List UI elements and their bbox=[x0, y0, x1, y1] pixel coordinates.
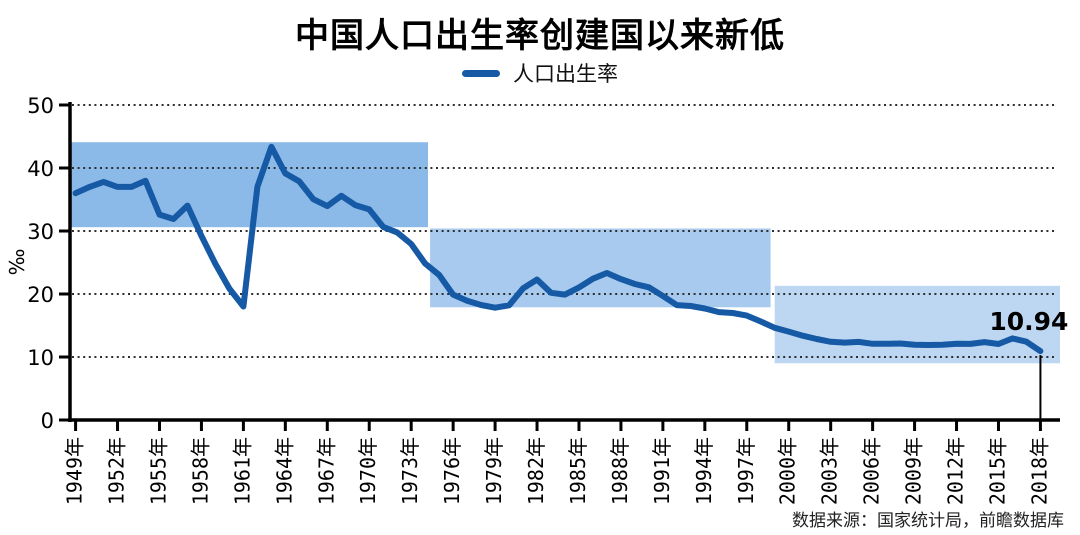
x-tick-label: 1988年 bbox=[608, 437, 632, 505]
legend: 人口出生率 bbox=[0, 58, 1080, 88]
x-tick-label: 2009年 bbox=[902, 437, 926, 505]
chart-title: 中国人口出生率创建国以来新低 bbox=[295, 17, 785, 55]
x-tick-label: 1982年 bbox=[524, 437, 548, 505]
x-tick-label: 1958年 bbox=[188, 437, 212, 505]
x-tick-label: 1976年 bbox=[440, 437, 464, 505]
legend-label: 人口出生率 bbox=[513, 63, 618, 86]
y-tick-label: 40 bbox=[27, 157, 54, 181]
y-tick-label: 10 bbox=[27, 346, 54, 370]
y-tick-label: 20 bbox=[27, 283, 54, 307]
x-tick-label: 1967年 bbox=[314, 437, 338, 505]
x-tick-label: 2006年 bbox=[860, 437, 884, 505]
y-tick-label: 30 bbox=[27, 220, 54, 244]
birth-rate-line bbox=[72, 143, 1044, 355]
legend-line-swatch bbox=[462, 69, 500, 77]
source-note: 数据来源：国家统计局，前瞻数据库 bbox=[792, 511, 1064, 530]
x-tick-label: 1985年 bbox=[566, 437, 590, 505]
range-band-2 bbox=[430, 228, 771, 308]
x-tick-label: 2000年 bbox=[776, 437, 800, 505]
x-tick-label: 1970年 bbox=[356, 437, 380, 505]
x-tick-label: 2012年 bbox=[944, 437, 968, 505]
x-tick-label: 1991年 bbox=[650, 437, 674, 505]
x-tick-label: 2015年 bbox=[986, 437, 1010, 505]
x-tick-label: 2018年 bbox=[1027, 437, 1051, 505]
y-tick-label: 0 bbox=[41, 409, 54, 433]
x-tick-label: 1961年 bbox=[230, 437, 254, 505]
x-tick-label: 1949年 bbox=[63, 437, 87, 505]
x-tick-label: 1955年 bbox=[147, 437, 171, 505]
range-band-3 bbox=[774, 285, 1060, 364]
y-axis-unit-label: ‰ bbox=[5, 249, 29, 276]
x-tick-label: 1994年 bbox=[692, 437, 716, 505]
x-tick-label: 1952年 bbox=[105, 437, 129, 505]
x-tick-label: 1964年 bbox=[272, 437, 296, 505]
x-tick-label: 1973年 bbox=[398, 437, 422, 505]
y-tick-label: 50 bbox=[27, 94, 54, 118]
x-tick-label: 1997年 bbox=[734, 437, 758, 505]
x-tick-label: 2003年 bbox=[818, 437, 842, 505]
x-tick-label: 1979年 bbox=[482, 437, 506, 505]
annotation-value: 10.94 bbox=[989, 307, 1068, 336]
